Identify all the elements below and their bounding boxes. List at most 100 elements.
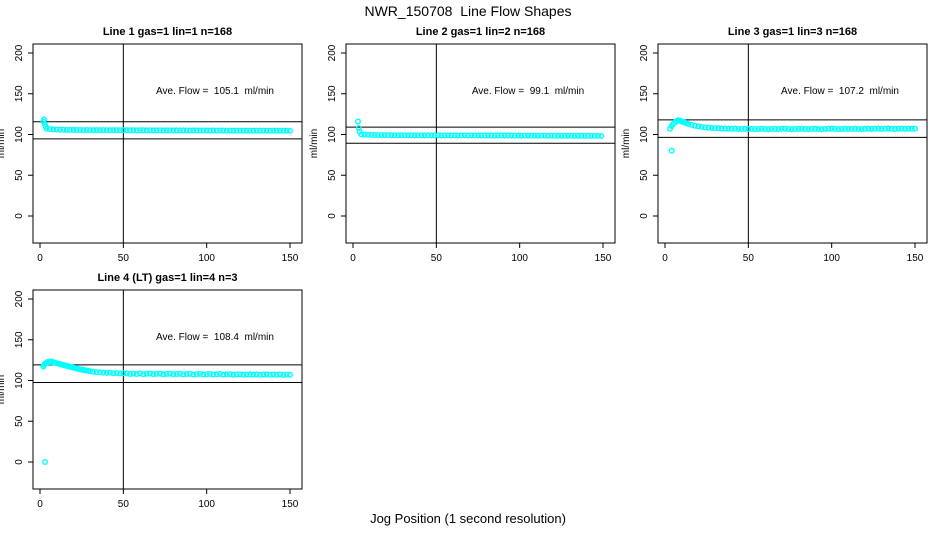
- data-point: [732, 125, 739, 132]
- data-point: [818, 126, 825, 133]
- panel-line-3: Line 3 gas=1 lin=3 n=168 0 50 100 150 200 0 50…: [618, 20, 930, 266]
- plot-line-2: 0 50 100 150 200 0 50 100 150 ml/min: [309, 43, 616, 264]
- data-point: [795, 125, 802, 132]
- data-point: [190, 127, 197, 134]
- data-point: [90, 127, 97, 134]
- y-tick-label: 50: [14, 415, 25, 427]
- data-point: [247, 371, 254, 378]
- data-point: [140, 371, 147, 378]
- data-point: [772, 125, 779, 132]
- data-point: [355, 124, 362, 131]
- data-point: [505, 132, 512, 139]
- data-point: [180, 127, 187, 134]
- x-tick-label: 100: [511, 253, 528, 264]
- data-point: [885, 125, 892, 132]
- data-point: [287, 127, 294, 134]
- data-point: [355, 118, 362, 125]
- data-point: [207, 127, 214, 134]
- data-point: [565, 132, 572, 139]
- data-point: [728, 125, 735, 132]
- y-axis-label: ml/min: [309, 129, 320, 158]
- data-point: [401, 132, 408, 139]
- data-point: [465, 132, 472, 139]
- data-point: [83, 127, 90, 134]
- y-tick-label: 200: [14, 44, 25, 61]
- data-point: [735, 125, 742, 132]
- data-point: [468, 132, 475, 139]
- data-point: [43, 125, 50, 132]
- data-point: [702, 124, 709, 131]
- data-point: [445, 132, 452, 139]
- data-point: [855, 125, 862, 132]
- data-point: [260, 371, 267, 378]
- data-point: [243, 371, 250, 378]
- panel-title-line-2: Line 2 gas=1 lin=2 n=168: [415, 26, 546, 38]
- data-point: [481, 132, 488, 139]
- data-point: [153, 370, 160, 377]
- data-point: [828, 125, 835, 132]
- data-point: [378, 132, 385, 139]
- data-point: [110, 370, 117, 377]
- data-point: [177, 127, 184, 134]
- data-point: [237, 127, 244, 134]
- data-point: [755, 125, 762, 132]
- data-point: [458, 132, 465, 139]
- data-point: [415, 132, 422, 139]
- data-point: [200, 127, 207, 134]
- data-point: [247, 127, 254, 134]
- data-point: [217, 127, 224, 134]
- y-tick-label: 150: [14, 85, 25, 102]
- data-point: [778, 125, 785, 132]
- data-point: [825, 125, 832, 132]
- data-point: [217, 371, 224, 378]
- data-point: [220, 371, 227, 378]
- data-point: [738, 125, 745, 132]
- data-point: [113, 370, 120, 377]
- data-point: [695, 123, 702, 130]
- y-tick-label: 0: [639, 213, 650, 219]
- data-point: [498, 132, 505, 139]
- data-point: [190, 371, 197, 378]
- data-point: [137, 127, 144, 134]
- data-point: [375, 132, 382, 139]
- data-point: [591, 132, 598, 139]
- ave-flow-annotation-line-2: Ave. Flow = 99.1 ml/min: [471, 86, 585, 97]
- data-point: [123, 127, 130, 134]
- data-point: [381, 132, 388, 139]
- data-point: [408, 132, 415, 139]
- data-point: [501, 132, 508, 139]
- data-point: [768, 125, 775, 132]
- data-point: [100, 369, 107, 376]
- data-point: [745, 126, 752, 133]
- x-tick-label: 150: [282, 253, 299, 264]
- data-point: [358, 131, 365, 138]
- panel-title-line-4: Line 4 (LT) gas=1 lin=4 n=3: [97, 272, 238, 284]
- y-tick-label: 200: [14, 290, 25, 307]
- data-point: [862, 125, 869, 132]
- data-point: [253, 127, 260, 134]
- data-point: [257, 127, 264, 134]
- data-point: [140, 127, 147, 134]
- y-tick-label: 200: [327, 44, 338, 61]
- data-point: [722, 125, 729, 132]
- data-point: [203, 371, 210, 378]
- data-point: [103, 369, 110, 376]
- data-point: [233, 371, 240, 378]
- data-point: [283, 127, 290, 134]
- y-tick-label: 150: [327, 85, 338, 102]
- data-point: [485, 132, 492, 139]
- data-point: [177, 370, 184, 377]
- data-point: [147, 127, 154, 134]
- data-point: [123, 370, 130, 377]
- data-point: [207, 370, 214, 377]
- data-point: [905, 125, 912, 132]
- y-tick-label: 100: [14, 126, 25, 143]
- panel-line-1: Line 1 gas=1 lin=1 n=168 0 50 100 150 200 0 50…: [0, 20, 305, 266]
- panel-title-line-3: Line 3 gas=1 lin=3 n=168: [727, 26, 858, 38]
- plot-line-3: 0 50 100 150 200 0 50 100 150 ml/min: [621, 43, 928, 264]
- data-point: [77, 127, 84, 134]
- panel-title-line-1: Line 1 gas=1 lin=1 n=168: [102, 26, 233, 38]
- data-point: [41, 116, 48, 123]
- data-point: [230, 371, 237, 378]
- ave-flow-annotation-line-3: Ave. Flow = 107.2 ml/min: [781, 86, 899, 97]
